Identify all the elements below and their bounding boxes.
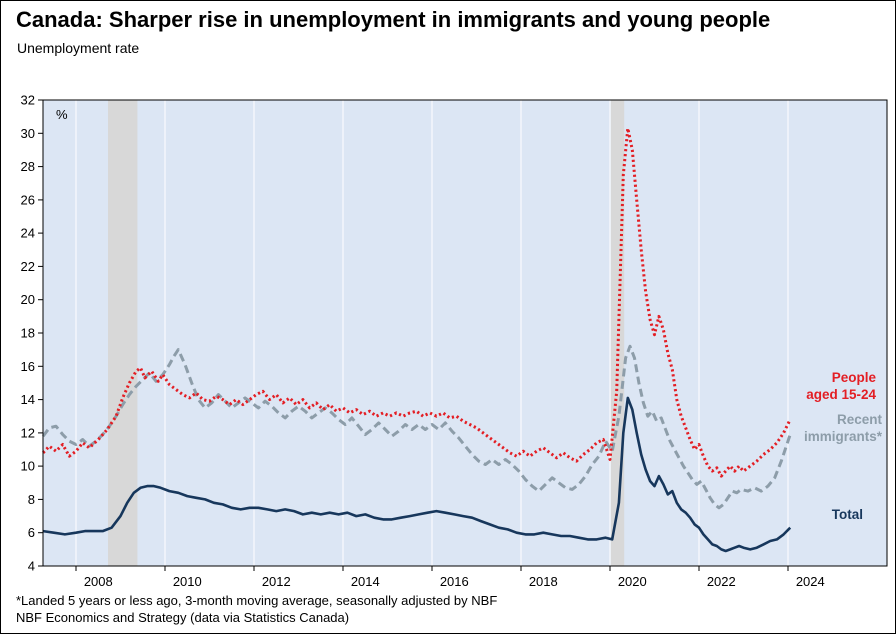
y-tick-label: 22 <box>21 259 35 274</box>
series-label-recent-immigrants: Recent immigrants* <box>771 412 882 445</box>
series-label-people-aged-15-24: People aged 15-24 <box>771 370 876 403</box>
x-tick-label: 2024 <box>796 574 825 589</box>
y-tick-label: 24 <box>21 226 35 241</box>
y-tick-label: 30 <box>21 126 35 141</box>
plot-background <box>43 100 887 566</box>
x-tick-label: 2018 <box>529 574 558 589</box>
y-tick-label: 28 <box>21 159 35 174</box>
y-tick-label: 16 <box>21 359 35 374</box>
series-label-line: People <box>831 370 876 385</box>
y-tick-label: 10 <box>21 459 35 474</box>
y-tick-label: 4 <box>28 559 35 574</box>
y-tick-label: 18 <box>21 326 35 341</box>
footnote-source: NBF Economics and Strategy (data via Sta… <box>16 610 350 625</box>
footnote-asterisk: *Landed 5 years or less ago, 3-month mov… <box>16 593 498 608</box>
chart-subtitle: Unemployment rate <box>17 40 140 56</box>
recession-band <box>108 100 138 566</box>
series-label-line: aged 15-24 <box>806 386 876 402</box>
series-label-total: Total <box>771 507 863 524</box>
x-tick-label: 2010 <box>173 574 202 589</box>
series-label-line: immigrants* <box>803 428 882 444</box>
series-line-people-aged-15-24 <box>42 126 792 478</box>
series-line-total <box>42 396 792 553</box>
series-label-line: Recent <box>836 412 882 427</box>
y-tick-label: 32 <box>21 93 35 108</box>
y-tick-label: 8 <box>28 492 35 507</box>
series-line-recent-immigrants <box>41 344 792 510</box>
plot-frame <box>42 99 888 567</box>
x-tick-label: 2014 <box>351 574 380 589</box>
y-tick-label: 20 <box>21 292 35 307</box>
series-label-line: Total <box>831 507 863 522</box>
page-title: Canada: Sharper rise in unemployment in … <box>16 7 771 32</box>
x-tick-label: 2012 <box>262 574 291 589</box>
x-tick-label: 2022 <box>707 574 736 589</box>
recession-band <box>610 100 625 566</box>
y-tick-label: 14 <box>21 392 35 407</box>
y-tick-label: 12 <box>21 425 35 440</box>
x-tick-label: 2016 <box>440 574 469 589</box>
x-tick-label: 2020 <box>618 574 647 589</box>
x-tick-label: 2008 <box>84 574 113 589</box>
y-tick-label: 26 <box>21 192 35 207</box>
unit-label: % <box>56 107 68 122</box>
y-tick-label: 6 <box>28 525 35 540</box>
